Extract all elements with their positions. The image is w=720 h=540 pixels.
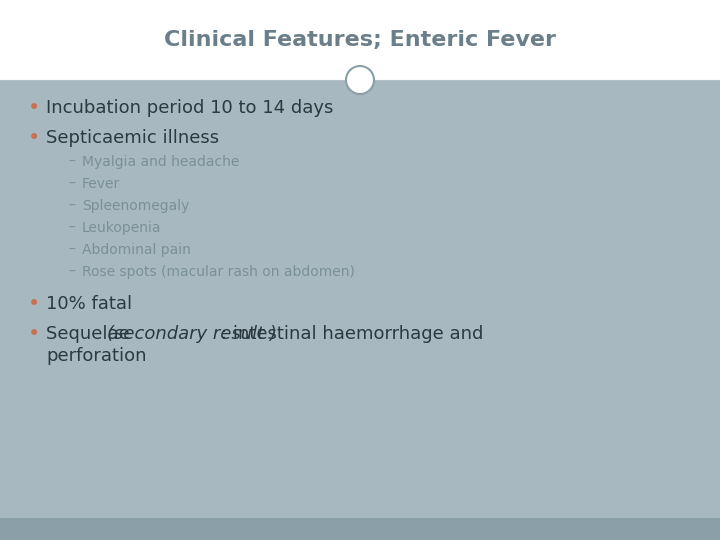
Text: •: • — [28, 324, 40, 344]
Text: Leukopenia: Leukopenia — [82, 221, 161, 235]
Text: Spleenomegaly: Spleenomegaly — [82, 199, 189, 213]
Text: : intestinal haemorrhage and: : intestinal haemorrhage and — [221, 325, 483, 343]
Text: –: – — [68, 221, 75, 235]
Text: 10% fatal: 10% fatal — [46, 295, 132, 313]
Text: •: • — [28, 294, 40, 314]
Text: Rose spots (macular rash on abdomen): Rose spots (macular rash on abdomen) — [82, 265, 355, 279]
Circle shape — [346, 66, 374, 94]
FancyBboxPatch shape — [0, 518, 720, 540]
Text: Abdominal pain: Abdominal pain — [82, 243, 191, 257]
Text: Incubation period 10 to 14 days: Incubation period 10 to 14 days — [46, 99, 333, 117]
Text: (secondary result ): (secondary result ) — [107, 325, 277, 343]
Text: –: – — [68, 243, 75, 257]
Text: •: • — [28, 98, 40, 118]
Text: –: – — [68, 155, 75, 169]
Text: Myalgia and headache: Myalgia and headache — [82, 155, 239, 169]
Text: –: – — [68, 177, 75, 191]
Text: perforation: perforation — [46, 347, 146, 365]
FancyBboxPatch shape — [0, 0, 720, 80]
Text: Clinical Features; Enteric Fever: Clinical Features; Enteric Fever — [164, 30, 556, 50]
Text: –: – — [68, 199, 75, 213]
Text: •: • — [28, 128, 40, 148]
Text: –: – — [68, 265, 75, 279]
Text: Fever: Fever — [82, 177, 120, 191]
Text: Septicaemic illness: Septicaemic illness — [46, 129, 219, 147]
Text: Sequelae: Sequelae — [46, 325, 135, 343]
FancyBboxPatch shape — [0, 80, 720, 518]
